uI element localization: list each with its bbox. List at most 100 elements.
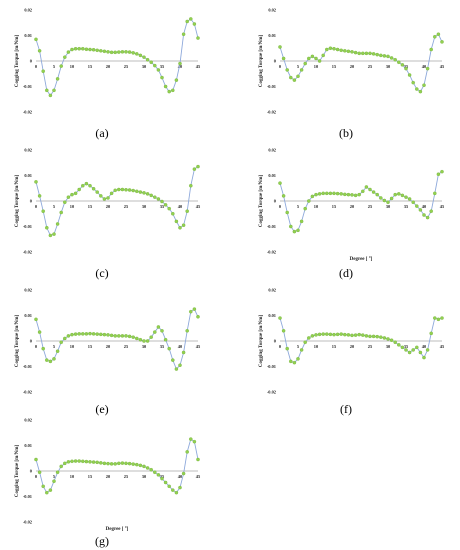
y-tick-label: 0.02 bbox=[268, 148, 276, 153]
x-tick-label: 40 bbox=[178, 64, 183, 69]
data-point bbox=[102, 461, 107, 466]
data-point bbox=[343, 192, 347, 197]
x-tick-label: 10 bbox=[70, 474, 75, 479]
data-point bbox=[45, 358, 49, 362]
data-point bbox=[70, 332, 74, 337]
data-point bbox=[281, 56, 286, 61]
data-point bbox=[339, 48, 343, 53]
data-point bbox=[91, 48, 96, 52]
data-point bbox=[375, 334, 379, 339]
chart-plot-d: Cogging Torque [m/Nm] 0.02 0.01 0 -0.01 -0.02… bbox=[259, 148, 445, 262]
data-point bbox=[303, 61, 307, 66]
x-tick-label: 10 bbox=[314, 204, 319, 209]
x-tick-label: 30 bbox=[142, 64, 147, 69]
data-point bbox=[379, 53, 383, 58]
data-point bbox=[84, 332, 89, 336]
data-point bbox=[185, 450, 189, 454]
x-tick-label: 0 bbox=[279, 344, 282, 349]
x-tick-label: 10 bbox=[70, 204, 75, 209]
data-point bbox=[400, 63, 405, 67]
data-point bbox=[389, 196, 394, 201]
data-point bbox=[153, 63, 157, 68]
data-point bbox=[156, 325, 161, 329]
data-point bbox=[339, 332, 343, 336]
data-point bbox=[429, 47, 433, 52]
data-point bbox=[314, 192, 318, 197]
data-point bbox=[91, 332, 96, 336]
data-point bbox=[113, 50, 117, 55]
x-tick-label: 25 bbox=[368, 64, 373, 69]
y-tick-label: 0 bbox=[30, 199, 33, 204]
y-tick-label: 0.01 bbox=[24, 33, 32, 38]
data-point bbox=[350, 333, 354, 338]
data-point bbox=[350, 193, 354, 197]
data-point bbox=[63, 461, 67, 466]
data-point bbox=[84, 47, 89, 52]
data-point bbox=[404, 348, 408, 352]
data-point bbox=[307, 56, 311, 61]
data-point bbox=[171, 488, 175, 492]
data-point bbox=[386, 200, 390, 205]
chart-panel-e: Cogging Torque [m/Nm] 0.02 0.01 0 -0.01 -0.02… bbox=[12, 284, 212, 404]
data-point bbox=[91, 460, 96, 464]
panel-label-f: (f) bbox=[340, 402, 352, 416]
data-point bbox=[167, 346, 171, 351]
x-tick-label: 40 bbox=[178, 204, 183, 209]
y-tick-label: -0.02 bbox=[267, 250, 276, 255]
data-point bbox=[127, 188, 132, 192]
data-point bbox=[357, 332, 361, 337]
data-point bbox=[167, 484, 171, 489]
data-point bbox=[45, 490, 49, 495]
x-tick-label: 45 bbox=[440, 64, 445, 69]
data-point bbox=[415, 87, 419, 91]
x-axis-label: Degree [ °] bbox=[350, 257, 373, 262]
data-point bbox=[404, 195, 408, 199]
data-point bbox=[37, 49, 42, 53]
data-point bbox=[325, 191, 329, 196]
data-point bbox=[34, 457, 38, 462]
data-point bbox=[163, 337, 168, 342]
data-point bbox=[127, 461, 132, 466]
x-tick-label: 20 bbox=[350, 204, 355, 209]
data-point bbox=[59, 210, 63, 215]
data-point bbox=[41, 484, 45, 489]
y-tick-label: 0 bbox=[30, 59, 33, 64]
data-point bbox=[185, 209, 189, 213]
data-point bbox=[45, 226, 49, 230]
series-line bbox=[279, 317, 443, 364]
x-tick-label: 30 bbox=[386, 64, 391, 69]
data-point bbox=[55, 77, 60, 81]
x-tick-label: 5 bbox=[297, 344, 300, 349]
data-point bbox=[63, 336, 67, 341]
data-point bbox=[66, 460, 71, 464]
data-point bbox=[400, 193, 405, 198]
y-axis-label: Cogging Torque [m/Nm] bbox=[259, 35, 264, 87]
data-point bbox=[52, 232, 56, 236]
data-point bbox=[317, 192, 322, 196]
data-point bbox=[425, 66, 430, 71]
data-point bbox=[289, 359, 293, 364]
data-point bbox=[160, 329, 164, 333]
data-point bbox=[117, 50, 121, 54]
y-tick-label: -0.02 bbox=[23, 520, 32, 525]
data-point bbox=[196, 164, 200, 169]
data-point bbox=[66, 50, 71, 54]
x-tick-label: 20 bbox=[106, 64, 111, 69]
data-point bbox=[142, 55, 146, 59]
data-point bbox=[411, 200, 415, 205]
data-point bbox=[99, 49, 103, 53]
data-point bbox=[160, 199, 164, 204]
y-tick-label: -0.01 bbox=[23, 494, 32, 499]
x-tick-label: 40 bbox=[422, 344, 427, 349]
x-tick-label: 0 bbox=[279, 204, 282, 209]
x-tick-label: 25 bbox=[368, 204, 373, 209]
x-tick-label: 30 bbox=[386, 204, 391, 209]
data-point bbox=[117, 187, 121, 192]
y-axis-label: Cogging Torque [m/Nm] bbox=[15, 35, 20, 87]
data-point bbox=[357, 51, 361, 56]
chart-plot-e: Cogging Torque [m/Nm] 0.02 0.01 0 -0.01 -0.02… bbox=[15, 288, 201, 395]
data-point bbox=[278, 45, 282, 49]
y-tick-label: 0.01 bbox=[24, 313, 32, 318]
data-point bbox=[292, 229, 297, 234]
chart-plot-c: Cogging Torque [m/Nm] 0.02 0.01 0 -0.01 -0.02… bbox=[15, 148, 201, 255]
